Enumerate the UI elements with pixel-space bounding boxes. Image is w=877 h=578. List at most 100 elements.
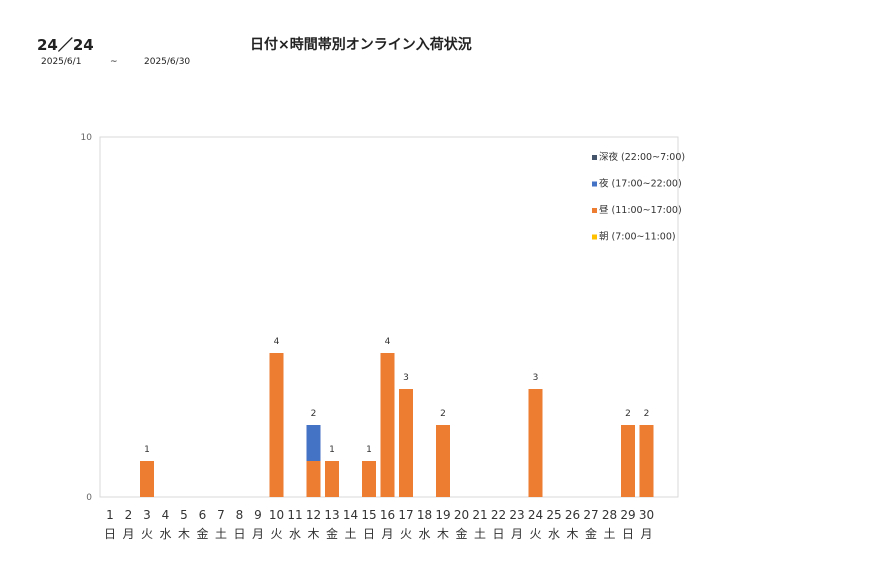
x-tick-day-12: 12 xyxy=(306,508,321,522)
x-tick-day-6: 6 xyxy=(199,508,207,522)
x-tick-day-25: 25 xyxy=(546,508,561,522)
x-tick-day-8: 8 xyxy=(236,508,244,522)
data-label-day-3: 1 xyxy=(144,445,150,455)
x-tick-weekday-4: 水 xyxy=(159,527,171,541)
legend-label-2: 夜 (17:00~22:00) xyxy=(599,178,682,190)
x-tick-weekday-8: 日 xyxy=(233,527,245,541)
x-tick-weekday-17: 火 xyxy=(400,527,412,541)
x-tick-weekday-10: 火 xyxy=(270,527,282,541)
x-tick-day-13: 13 xyxy=(324,508,339,522)
legend-swatch-2 xyxy=(592,181,597,187)
x-tick-weekday-16: 月 xyxy=(381,527,393,541)
x-tick-day-26: 26 xyxy=(565,508,580,522)
data-label-day-17: 3 xyxy=(403,373,409,383)
x-tick-day-9: 9 xyxy=(254,508,262,522)
x-tick-weekday-20: 金 xyxy=(455,526,467,541)
x-tick-weekday-29: 日 xyxy=(622,527,634,541)
legend: 深夜 (22:00~7:00) 夜 (17:00~22:00) 昼 (11:00~1… xyxy=(592,151,685,243)
x-tick-day-29: 29 xyxy=(620,508,635,522)
x-tick-day-23: 23 xyxy=(509,508,524,522)
x-tick-day-4: 4 xyxy=(162,508,170,522)
x-tick-day-14: 14 xyxy=(343,508,358,522)
legend-swatch-1 xyxy=(592,208,597,213)
x-tick-weekday-23: 月 xyxy=(511,527,523,541)
x-tick-weekday-7: 土 xyxy=(215,527,227,541)
x-tick-day-5: 5 xyxy=(180,508,188,522)
data-label-day-30: 2 xyxy=(644,409,650,419)
x-tick-day-24: 24 xyxy=(528,508,543,522)
x-tick-day-11: 11 xyxy=(287,508,302,522)
x-tick-weekday-15: 日 xyxy=(363,527,375,541)
bar-day-30-series-1 xyxy=(639,425,654,497)
x-tick-weekday-3: 火 xyxy=(141,527,153,541)
x-tick-day-7: 7 xyxy=(217,508,225,522)
x-tick-weekday-27: 金 xyxy=(585,526,597,541)
legend-label-0: 朝 (7:00~11:00) xyxy=(599,232,676,243)
x-tick-weekday-2: 月 xyxy=(122,527,134,541)
x-tick-weekday-13: 金 xyxy=(326,526,338,541)
report-page-number: 24／24 xyxy=(37,36,94,54)
x-tick-day-18: 18 xyxy=(417,508,432,522)
x-tick-day-15: 15 xyxy=(361,508,376,522)
data-label-day-15: 1 xyxy=(366,445,372,455)
x-tick-day-30: 30 xyxy=(639,508,654,522)
x-tick-weekday-19: 木 xyxy=(437,527,449,541)
chart-title: 日付×時間帯別オンライン入荷状況 xyxy=(250,37,472,53)
x-tick-weekday-28: 土 xyxy=(603,527,615,541)
bar-day-29-series-1 xyxy=(621,425,635,497)
bars-group xyxy=(140,353,654,497)
bar-day-10-series-1 xyxy=(269,353,284,497)
x-tick-weekday-5: 木 xyxy=(178,527,190,541)
date-range-separator: ~ xyxy=(110,57,118,67)
x-tick-weekday-30: 月 xyxy=(640,527,652,541)
x-tick-weekday-24: 火 xyxy=(529,527,541,541)
date-from: 2025/6/1 xyxy=(41,57,82,67)
x-tick-day-10: 10 xyxy=(269,508,284,522)
x-tick-day-20: 20 xyxy=(454,508,469,522)
bar-day-17-series-1 xyxy=(399,389,413,497)
x-tick-weekday-26: 木 xyxy=(566,527,578,541)
bar-day-13-series-1 xyxy=(325,461,339,497)
legend-label-1: 昼 (11:00~17:00) xyxy=(599,205,682,216)
x-tick-weekday-22: 日 xyxy=(492,527,504,541)
bar-day-24-series-1 xyxy=(528,389,543,497)
bar-day-12-series-1 xyxy=(306,461,321,497)
date-to: 2025/6/30 xyxy=(144,57,191,67)
bar-day-16-series-1 xyxy=(380,353,395,497)
x-tick-weekday-9: 月 xyxy=(252,527,264,541)
x-tick-day-19: 19 xyxy=(435,508,450,522)
x-tick-weekday-11: 水 xyxy=(289,527,301,541)
data-label-day-10: 4 xyxy=(274,337,280,347)
legend-swatch-3 xyxy=(592,155,597,160)
x-tick-day-27: 27 xyxy=(583,508,598,522)
legend-label-3: 深夜 (22:00~7:00) xyxy=(599,151,685,163)
x-tick-weekday-6: 金 xyxy=(196,526,208,541)
y-tick-label-10: 10 xyxy=(81,133,93,143)
x-tick-weekday-1: 日 xyxy=(104,527,116,541)
bar-day-3-series-1 xyxy=(140,461,154,497)
data-label-day-24: 3 xyxy=(533,373,539,383)
x-tick-day-28: 28 xyxy=(602,508,617,522)
bar-day-19-series-1 xyxy=(436,425,450,497)
x-tick-weekday-12: 木 xyxy=(307,527,319,541)
labels-group: 0101日2月13火4水5木6金7土8日9月410火11水212木113金14土… xyxy=(81,133,655,541)
x-tick-day-17: 17 xyxy=(398,508,413,522)
x-tick-weekday-18: 水 xyxy=(418,527,430,541)
data-label-day-16: 4 xyxy=(385,337,391,347)
data-label-day-13: 1 xyxy=(329,445,335,455)
bar-day-12-series-2 xyxy=(306,425,321,461)
y-tick-label-0: 0 xyxy=(86,493,92,503)
x-tick-day-2: 2 xyxy=(125,508,133,522)
x-tick-day-16: 16 xyxy=(380,508,395,522)
legend-swatch-0 xyxy=(592,234,597,240)
x-tick-day-21: 21 xyxy=(472,508,487,522)
x-tick-day-22: 22 xyxy=(491,508,506,522)
x-tick-weekday-21: 土 xyxy=(474,527,486,541)
data-label-day-12: 2 xyxy=(311,409,317,419)
bar-day-15-series-1 xyxy=(362,461,376,497)
x-tick-day-1: 1 xyxy=(106,508,114,522)
x-tick-day-3: 3 xyxy=(143,508,151,522)
x-tick-weekday-25: 水 xyxy=(548,527,560,541)
x-tick-weekday-14: 土 xyxy=(344,527,356,541)
